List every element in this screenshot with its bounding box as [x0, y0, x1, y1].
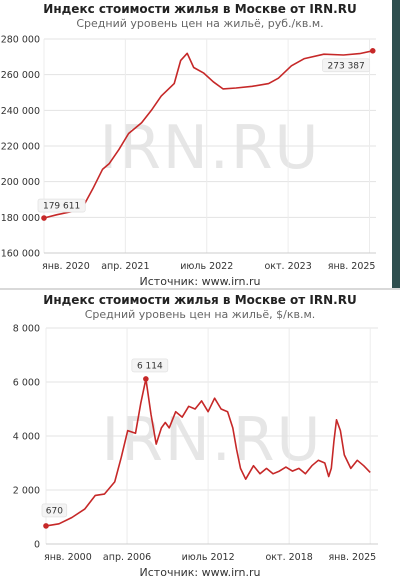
- data-point-marker: [41, 215, 47, 221]
- data-label-box: [322, 58, 371, 73]
- x-tick-label: янв. 2000: [44, 552, 92, 563]
- y-tick-label: 260 000: [1, 70, 40, 81]
- chart-panel-rub: Индекс стоимости жилья в Москве от IRN.R…: [0, 2, 376, 288]
- data-label: 6 114: [137, 361, 163, 371]
- y-tick-label: 8 000: [13, 324, 40, 335]
- data-point-marker: [369, 47, 376, 54]
- y-tick-label: 200 000: [1, 177, 40, 188]
- chart-subtitle: Средний уровень цен на жильё, $/кв.м.: [84, 308, 316, 321]
- chart-rub: IRN.RU 160 000 180 000 200 000 220 000 240 00…: [1, 35, 376, 272]
- window-frame-edge: [392, 0, 400, 288]
- y-tick-label: 2 000: [13, 486, 40, 497]
- data-label: 179 611: [43, 202, 80, 212]
- x-tick-label: окт. 2018: [266, 552, 313, 563]
- y-tick-label: 0: [34, 540, 40, 551]
- x-tick-label: окт. 2023: [264, 261, 311, 272]
- x-tick-label: янв. 2025: [328, 261, 376, 272]
- y-tick-label: 280 000: [1, 35, 40, 46]
- data-label-box: [37, 198, 86, 213]
- data-label: 670: [46, 506, 63, 516]
- chart-title: Индекс стоимости жилья в Москве от IRN.R…: [43, 2, 357, 16]
- chart-title: Индекс стоимости жилья в Москве от IRN.R…: [43, 293, 357, 307]
- y-tick-label: 180 000: [1, 213, 40, 224]
- chart-source: Источник: www.irn.ru: [139, 275, 261, 288]
- y-tick-label: 6 000: [13, 378, 40, 389]
- data-point-marker: [143, 376, 149, 382]
- x-tick-label: апр. 2021: [101, 261, 149, 272]
- y-tick-label: 240 000: [1, 106, 40, 117]
- data-label-box: [131, 358, 169, 373]
- y-tick-label: 160 000: [1, 249, 40, 260]
- x-tick-label: июль 2012: [182, 552, 235, 563]
- y-tick-label: 220 000: [1, 142, 40, 153]
- x-tick-label: апр. 2006: [103, 552, 151, 563]
- chart-panel-usd: Индекс стоимости жилья в Москве от IRN.R…: [0, 290, 400, 580]
- series-line: [43, 50, 373, 219]
- data-point-marker: [43, 523, 49, 529]
- chart-source: Источник: www.irn.ru: [139, 566, 261, 579]
- series-line: [45, 378, 371, 527]
- data-label: 273 387: [328, 61, 365, 71]
- x-tick-label: янв. 2020: [42, 261, 90, 272]
- chart-subtitle: Средний уровень цен на жильё, руб./кв.м.: [76, 17, 324, 30]
- x-tick-label: июль 2022: [180, 261, 233, 272]
- x-tick-label: янв. 2025: [328, 552, 376, 563]
- watermark-text: IRN.RU: [100, 113, 321, 183]
- y-tick-label: 4 000: [13, 432, 40, 443]
- data-label-box: [41, 503, 68, 518]
